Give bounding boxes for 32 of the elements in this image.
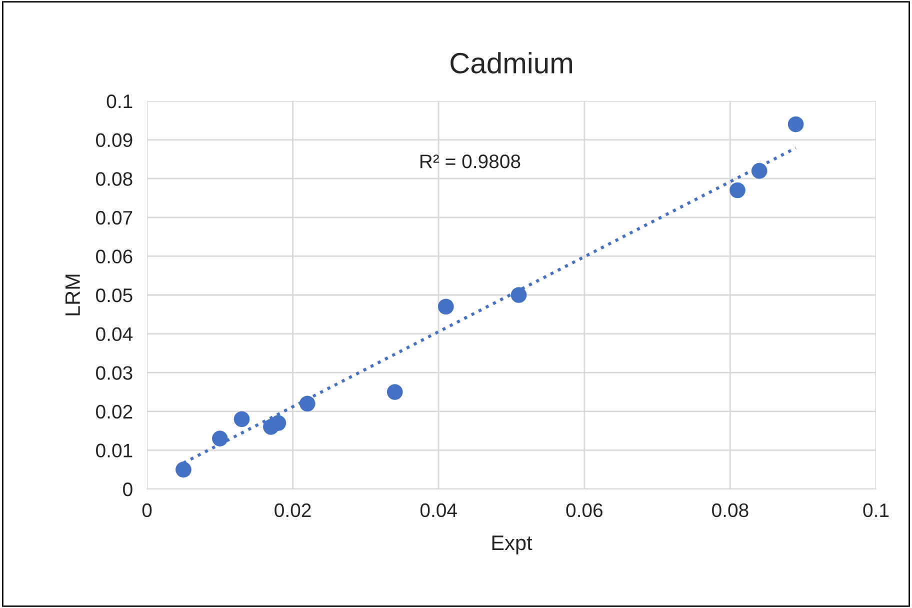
x-tick-label: 0 [142, 503, 152, 518]
y-tick-label: 0.05 [96, 288, 132, 302]
point [730, 182, 746, 198]
y-tick-label: 0.03 [96, 366, 132, 380]
point [386, 384, 403, 400]
y-tick-label: 0.04 [96, 327, 133, 342]
y-tick-label: 0.06 [96, 250, 132, 264]
x-tick-label: 0.04 [420, 503, 457, 518]
y-tick-label: 0.01 [96, 444, 132, 458]
x-tick-label: 0.1 [863, 503, 889, 518]
point [212, 430, 228, 446]
y-tick-label: 0.08 [96, 172, 132, 186]
x-tick-label: 0.02 [274, 503, 311, 518]
y-tick-label: 0.07 [96, 210, 132, 225]
point [234, 411, 250, 428]
x-tick-label: 0.08 [712, 503, 748, 518]
x-axis-title: Expt [492, 536, 532, 554]
y-axis-title: LRM [66, 274, 80, 316]
y-tick-label: 0 [123, 482, 132, 496]
point [270, 415, 286, 431]
point [510, 287, 527, 303]
y-tick-label: 0.1 [106, 94, 132, 108]
point [438, 298, 454, 315]
x-tick-label: 0.06 [566, 503, 602, 518]
point [751, 162, 768, 179]
annotation: R² = 0.9808 [420, 154, 520, 168]
point [788, 116, 804, 132]
chart-title: Cadmium [450, 52, 572, 74]
y-tick-label: 0.09 [96, 133, 132, 148]
point [299, 396, 316, 412]
point [176, 462, 192, 478]
y-tick-label: 0.02 [96, 404, 132, 419]
